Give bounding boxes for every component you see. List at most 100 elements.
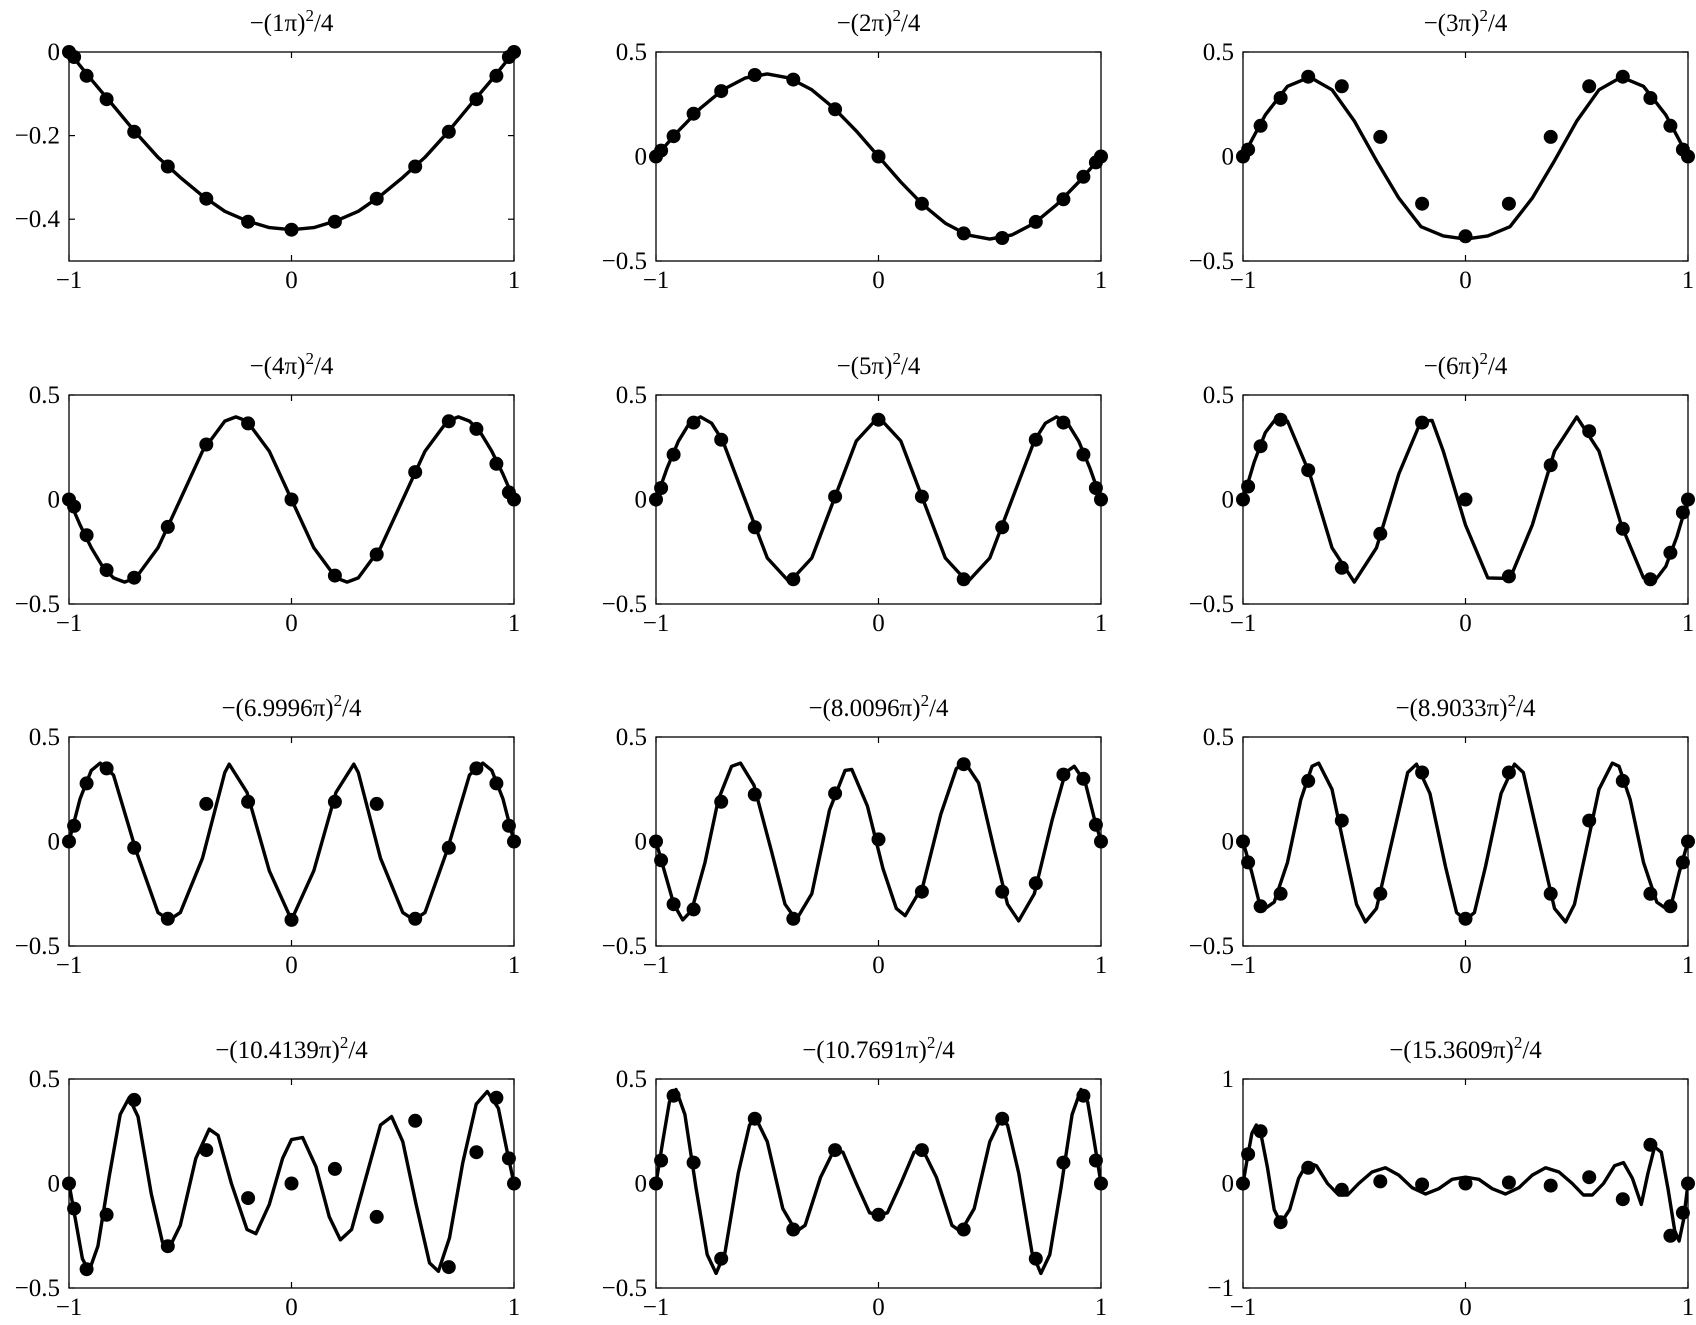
y-tick-label: −0.5 <box>602 1275 647 1302</box>
subplot-title-superscript: 2 <box>1514 1033 1523 1052</box>
y-tick-label: 0.5 <box>616 1066 647 1093</box>
sample-point <box>714 432 729 447</box>
sample-point <box>1458 1176 1473 1191</box>
sample-point <box>1615 521 1630 536</box>
sample-point <box>1501 765 1516 780</box>
sample-point <box>99 563 114 578</box>
sample-point <box>507 1176 521 1191</box>
y-tick-label: −0.5 <box>602 933 647 960</box>
y-tick-label: 0.5 <box>1203 382 1234 409</box>
sample-point <box>99 761 114 776</box>
sample-point <box>67 818 82 833</box>
y-tick-label: 0 <box>48 487 61 514</box>
subplot-title-superscript: 2 <box>340 1033 349 1052</box>
sample-point <box>369 1209 384 1224</box>
subplot-title-main: −(15.3609π) <box>1389 1037 1514 1064</box>
subplot-title: −(4π)2/4 <box>250 349 334 380</box>
sample-point <box>956 757 971 772</box>
sample-point <box>79 776 94 791</box>
y-tick-label: 0 <box>635 829 648 856</box>
sample-point <box>67 50 82 64</box>
sample-point <box>747 787 762 802</box>
y-tick-label: 0.5 <box>29 382 60 409</box>
sample-point <box>99 92 114 107</box>
subplot-title: −(6π)2/4 <box>1424 349 1508 380</box>
sample-point <box>1681 1176 1695 1191</box>
sample-point <box>1458 492 1473 507</box>
y-tick-label: 0 <box>1222 487 1235 514</box>
subplot-title-tail: /4 <box>1488 10 1508 37</box>
y-tick-label: −0.5 <box>1189 248 1234 275</box>
sample-point <box>441 1260 456 1275</box>
sample-point <box>666 897 681 912</box>
sample-point <box>127 1092 142 1107</box>
sample-point <box>828 1143 843 1158</box>
subplot-title-tail: /4 <box>1488 353 1508 380</box>
sample-point <box>507 45 521 59</box>
sample-point <box>1056 192 1071 207</box>
sample-point <box>79 528 94 543</box>
x-tick-label: 0 <box>285 610 298 637</box>
x-tick-label: 1 <box>1095 1294 1108 1321</box>
sample-point <box>507 492 521 507</box>
sample-point <box>501 1151 516 1166</box>
sample-point <box>241 416 256 431</box>
sample-point <box>241 214 256 229</box>
y-tick-label: −0.5 <box>602 248 647 275</box>
sample-point <box>1028 214 1043 229</box>
y-tick-label: 0 <box>1222 1171 1235 1198</box>
subplot-title-superscript: 2 <box>892 6 901 25</box>
sample-point <box>199 1143 214 1158</box>
x-tick-label: −1 <box>643 952 670 979</box>
x-tick-label: 1 <box>508 952 521 979</box>
sample-point <box>1253 899 1268 914</box>
sample-point <box>1273 91 1288 105</box>
sample-point <box>786 1222 801 1237</box>
subplot-title: −(8.9033π)2/4 <box>1395 691 1536 722</box>
sample-point <box>1301 773 1316 788</box>
subplot-9: −(8.9033π)2/4 −1 0 1 0.5 0 −0.5 <box>1189 691 1695 979</box>
sample-point <box>327 794 342 809</box>
sample-point <box>871 149 886 164</box>
subplot-title-tail: /4 <box>314 10 334 37</box>
sample-point <box>1236 492 1250 507</box>
sample-point <box>1663 545 1678 560</box>
sample-point <box>1056 767 1071 782</box>
x-tick-label: 0 <box>1459 610 1472 637</box>
sample-point <box>127 840 142 855</box>
sample-point <box>1643 572 1658 587</box>
sample-point <box>489 456 504 471</box>
sample-point <box>160 519 175 534</box>
sample-point <box>160 911 175 926</box>
sample-point <box>1615 69 1630 84</box>
sample-point <box>1675 505 1690 520</box>
sample-point <box>1663 899 1678 914</box>
sample-point <box>828 786 843 801</box>
sample-point <box>469 421 484 436</box>
sample-point <box>1076 1088 1091 1103</box>
subplot-title-main: −(2π) <box>837 10 893 37</box>
sample-point <box>1373 886 1388 901</box>
sample-point <box>327 1161 342 1176</box>
subplot-title-tail: /4 <box>342 695 362 722</box>
subplot-title: −(2π)2/4 <box>837 6 921 37</box>
sample-point <box>1415 765 1430 780</box>
sample-point <box>1373 1174 1388 1189</box>
sample-point <box>686 1155 701 1170</box>
sample-point <box>1615 773 1630 788</box>
y-tick-label: 0 <box>48 1171 61 1198</box>
sample-point <box>1273 886 1288 901</box>
sample-point <box>1028 876 1043 891</box>
sample-point <box>1301 1160 1316 1175</box>
x-tick-label: 0 <box>872 1294 885 1321</box>
sample-point <box>714 84 729 99</box>
sample-point <box>441 124 456 139</box>
x-tick-label: 1 <box>1682 1294 1695 1321</box>
sample-point <box>441 414 456 429</box>
sample-point <box>199 437 214 452</box>
subplot-title-superscript: 2 <box>1479 6 1488 25</box>
x-tick-label: 0 <box>872 610 885 637</box>
sample-point <box>469 92 484 107</box>
sample-point <box>666 1088 681 1103</box>
sample-point <box>99 1207 114 1222</box>
